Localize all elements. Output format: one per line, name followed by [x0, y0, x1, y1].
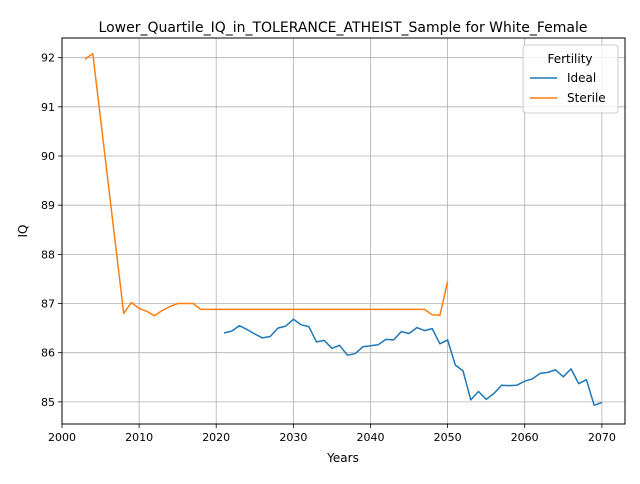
- legend: Fertility Ideal Sterile: [522, 44, 619, 114]
- y-tick-label: 87: [41, 298, 55, 311]
- x-tick-label: 2050: [434, 431, 462, 444]
- y-tick-label: 88: [41, 248, 55, 261]
- y-tick-label: 85: [41, 396, 55, 409]
- legend-label-sterile: Sterile: [567, 91, 606, 105]
- y-tick-label: 92: [41, 52, 55, 65]
- chart-title: Lower_Quartile_IQ_in_TOLERANCE_ATHEIST_S…: [99, 20, 588, 36]
- plot-area-frame: [61, 37, 626, 425]
- series-lines: [84, 52, 603, 407]
- y-axis-label: IQ: [16, 225, 30, 238]
- series-line-sterile: [84, 52, 449, 317]
- x-tick-label: 2070: [588, 431, 616, 444]
- grid: [61, 38, 625, 424]
- legend-title: Fertility: [547, 52, 592, 66]
- series-line-ideal: [223, 318, 603, 407]
- y-tick-label: 89: [41, 199, 55, 212]
- x-tick-label: 2010: [125, 431, 153, 444]
- x-tick-label: 2060: [511, 431, 539, 444]
- legend-box: [522, 44, 619, 114]
- legend-label-ideal: Ideal: [567, 71, 596, 85]
- y-tick-label: 91: [41, 101, 55, 114]
- x-tick-label: 2040: [357, 431, 385, 444]
- x-tick-label: 2020: [202, 431, 230, 444]
- x-axis-label: Years: [326, 451, 359, 465]
- x-tick-label: 2000: [48, 431, 76, 444]
- y-tick-label: 90: [41, 150, 55, 163]
- x-axis-ticks: 2000 2010 2020 2030 2040 2050 2060 2070: [48, 424, 616, 444]
- x-tick-label: 2030: [279, 431, 307, 444]
- y-tick-label: 86: [41, 347, 55, 360]
- y-axis-ticks: 85 86 87 88 89 90 91 92: [41, 52, 62, 409]
